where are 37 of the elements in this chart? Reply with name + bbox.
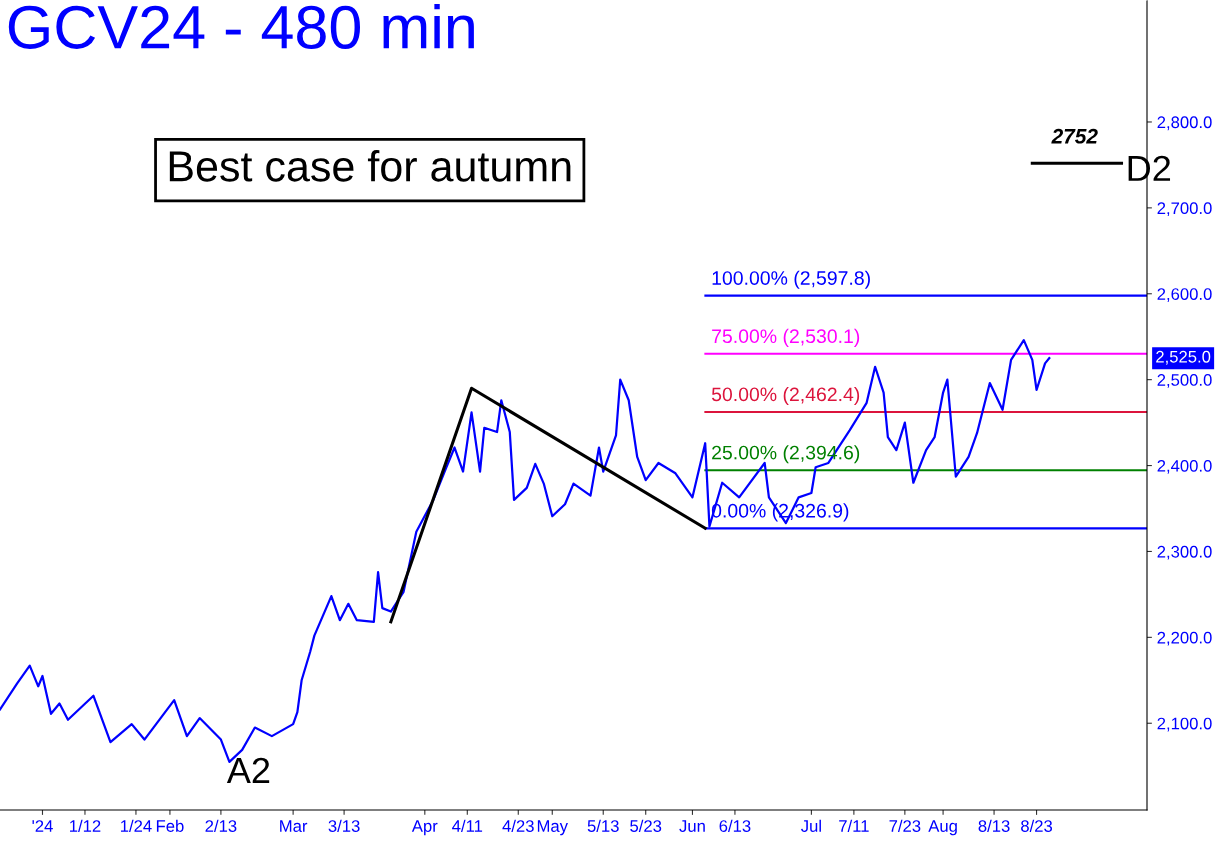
x-tick-label: 8/23 xyxy=(1021,819,1053,832)
y-tick-label: 2,600.0 xyxy=(1157,288,1212,302)
annotation: Best case for autumn xyxy=(169,150,571,182)
y-tick-label: 2,100.0 xyxy=(1157,717,1212,732)
x-tick-label: Jul xyxy=(801,819,821,832)
x-tick-label: '24 xyxy=(32,820,53,832)
x-tick-label: Jun xyxy=(679,820,705,832)
y-tick-label: 2,300.0 xyxy=(1157,545,1212,560)
x-tick-label: Mar xyxy=(280,820,308,832)
text: 2,525.0 xyxy=(1156,350,1211,365)
x-tick-label: Feb xyxy=(156,819,184,832)
y-tick-label: 2,800.0 xyxy=(1157,116,1212,131)
x-tick-label: Aug xyxy=(928,820,957,836)
x-tick-label: 6/13 xyxy=(719,819,751,832)
x-tick-label: May xyxy=(537,820,568,836)
y-tick-label: 2,700.0 xyxy=(1157,202,1212,217)
annotation: A2 xyxy=(226,757,270,783)
y-tick-label: 2,400.0 xyxy=(1157,459,1212,474)
x-tick-label: 4/11 xyxy=(452,819,483,832)
x-tick-label: 2/13 xyxy=(205,819,237,832)
x-tick-label: 1/12 xyxy=(70,819,101,832)
x-tick-label: Apr xyxy=(411,820,438,836)
ref-line-label: 100.00% (2,597.8) xyxy=(712,270,870,289)
x-tick-label: 5/23 xyxy=(630,819,662,832)
annotation: 2752 xyxy=(1051,128,1098,144)
y-tick-label: 2,200.0 xyxy=(1157,631,1212,646)
ref-line-label: 50.00% (2,462.4) xyxy=(711,386,860,406)
x-tick-label: 7/11 xyxy=(839,819,869,832)
x-tick-label: 4/23 xyxy=(502,819,534,832)
chart-title: GCV24 - 480 min xyxy=(8,4,474,49)
x-tick-label: 5/13 xyxy=(587,819,619,832)
x-tick-label: 7/23 xyxy=(889,819,921,832)
ref-line-label: 75.00% (2,530.1) xyxy=(712,328,860,347)
y-tick-label: 2,500.0 xyxy=(1157,374,1212,388)
x-tick-label: 1/24 xyxy=(120,819,152,832)
x-tick-label: 8/13 xyxy=(978,819,1010,832)
x-tick-label: 3/13 xyxy=(328,819,360,832)
